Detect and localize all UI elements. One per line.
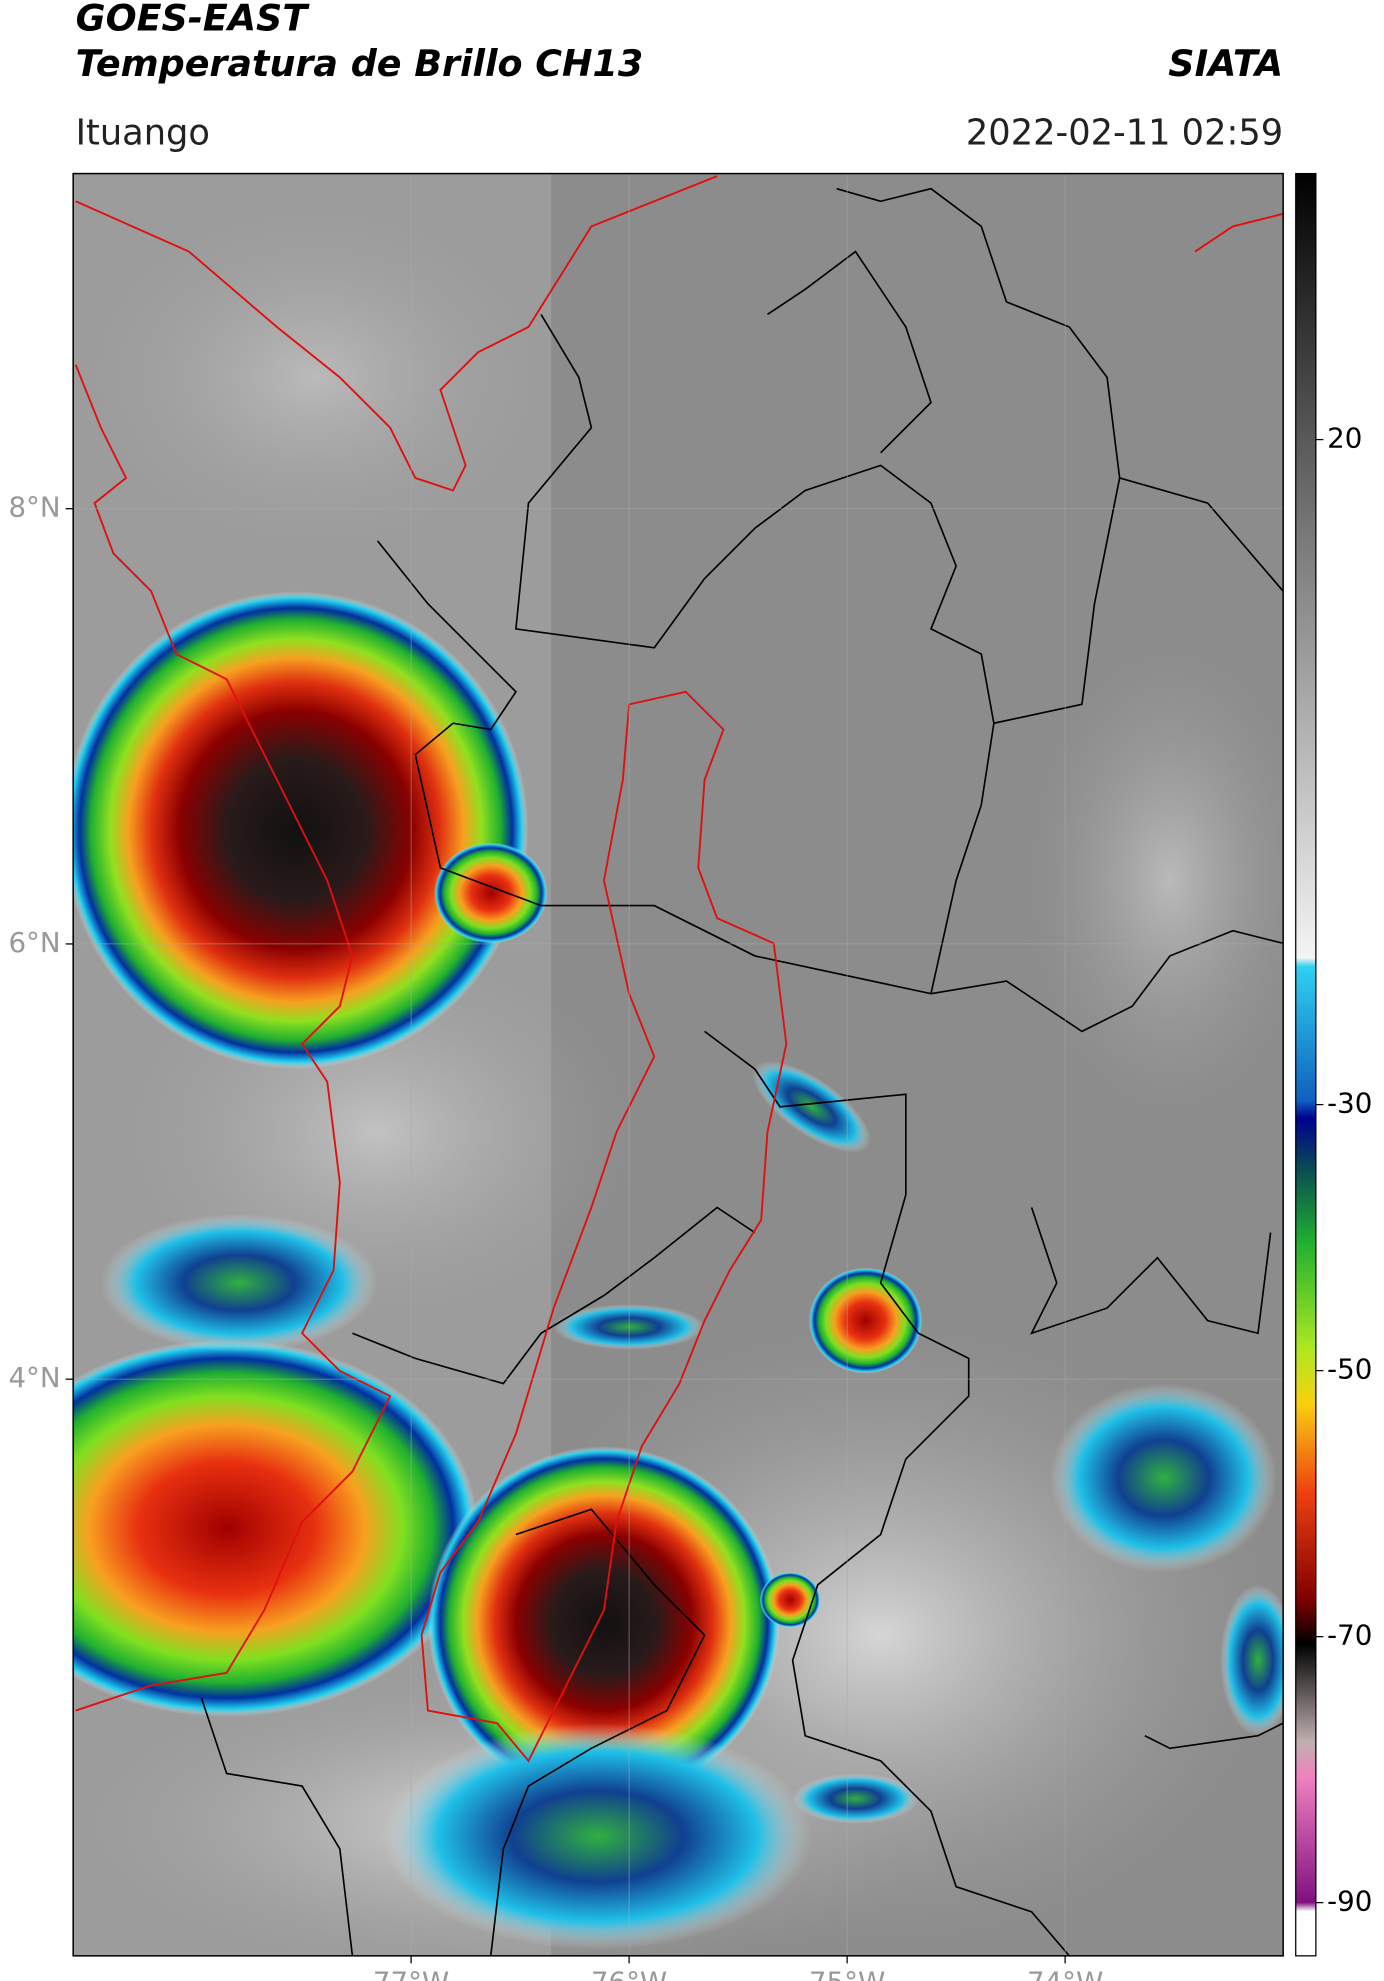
source: SIATA [1168,42,1283,85]
title: GOES-EAST [76,0,311,40]
x-tick-label: 75°W [809,1966,885,1981]
x-tick-label: 77°W [373,1966,449,1981]
y-tick-label: 6°N [8,926,60,959]
y-tick-label: 8°N [8,491,60,524]
map-frame [72,172,1284,1957]
x-tick-label: 74°W [1027,1966,1103,1981]
imagery [73,173,1284,1956]
colorbar-tick-label: 20 [1327,422,1362,455]
grid [73,173,1284,1956]
colorbar-tick-label: -30 [1327,1087,1372,1120]
location: Ituango [76,113,210,154]
colorbar [1295,172,1317,1957]
colorbar-tick-label: -90 [1327,1885,1372,1918]
subtitle: Temperatura de Brillo CH13 [76,42,644,85]
colorbar-tick-label: -50 [1327,1353,1372,1386]
x-tick-label: 76°W [591,1966,667,1981]
timestamp: 2022-02-11 02:59 [966,113,1283,154]
colorbar-tick-label: -70 [1327,1619,1372,1652]
y-tick-label: 4°N [8,1361,60,1394]
